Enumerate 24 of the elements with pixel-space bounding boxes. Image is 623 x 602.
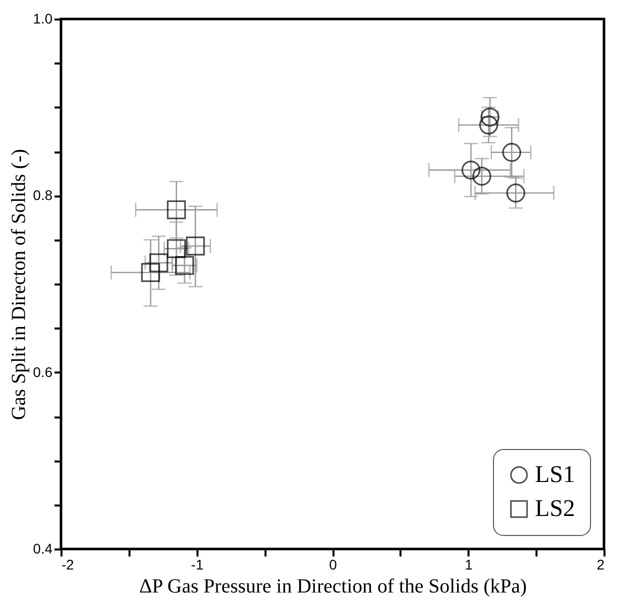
- point: [502, 142, 522, 162]
- point: [166, 239, 186, 258]
- point: [166, 200, 186, 220]
- x-tick-label: 1: [464, 556, 473, 572]
- x-tick-label: -2: [62, 556, 74, 572]
- legend-label: LS1: [535, 462, 576, 488]
- x-tick-label: 2: [596, 556, 605, 572]
- y-tick-label: 0.6: [33, 364, 53, 380]
- point: [479, 116, 498, 134]
- y-tick-label: 0.4: [33, 540, 53, 556]
- point: [149, 253, 168, 272]
- point: [472, 166, 492, 186]
- point: [506, 184, 526, 202]
- point: [175, 256, 194, 275]
- legend-label: LS2: [535, 496, 576, 522]
- x-tick-label: -1: [191, 556, 204, 572]
- point: [141, 263, 160, 282]
- x-axis-title: ΔP Gas Pressure in Direction of the Solids (kPa): [139, 576, 527, 598]
- point: [462, 160, 480, 180]
- y-tick-label: 1.0: [33, 10, 53, 26]
- x-tick-label: 0: [329, 556, 338, 572]
- point: [186, 236, 205, 256]
- y-tick-label: 0.8: [33, 187, 53, 204]
- y-axis-title: Gas Split in Directon of Solids (-): [8, 148, 30, 420]
